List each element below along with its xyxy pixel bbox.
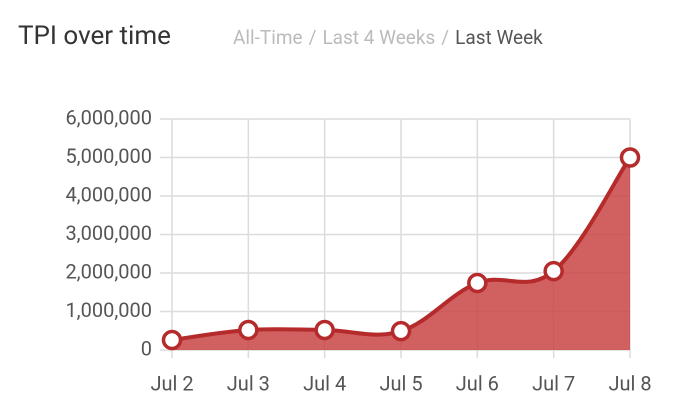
point <box>543 260 564 282</box>
tab[interactable]: Last Week <box>455 26 543 49</box>
point <box>161 329 183 351</box>
x-tick-label: Jul 6 <box>456 371 499 395</box>
tab-bar: All-Time / Last 4 Weeks / Last Week <box>233 26 543 49</box>
y-tick-label: 1,000,000 <box>65 298 152 322</box>
x-tick-label: Jul 4 <box>303 371 346 395</box>
point <box>619 147 641 168</box>
tab[interactable]: Last 4 Weeks <box>322 26 435 49</box>
y-tick-label: 4,000,000 <box>65 182 152 206</box>
point <box>238 319 259 341</box>
x-tick-label: Jul 2 <box>150 371 193 395</box>
point <box>314 319 335 341</box>
tab-separator: / <box>441 26 449 49</box>
chart-title: TPI over time <box>18 21 171 51</box>
y-tick-label: 3,000,000 <box>65 221 152 245</box>
x-tick-label: Jul 3 <box>227 371 270 395</box>
x-tick-label: Jul 8 <box>608 371 651 395</box>
tab-separator: / <box>309 26 317 49</box>
y-tick-label: 0 <box>141 336 152 360</box>
y-tick-label: 5,000,000 <box>65 144 152 168</box>
point <box>390 320 412 342</box>
y-tick-label: 6,000,000 <box>65 105 152 129</box>
area <box>172 157 630 350</box>
tab[interactable]: All-Time <box>233 26 303 49</box>
x-tick-label: Jul 7 <box>532 371 575 395</box>
x-tick-label: Jul 5 <box>379 371 422 395</box>
point <box>467 272 488 294</box>
y-tick-label: 2,000,000 <box>65 259 152 283</box>
